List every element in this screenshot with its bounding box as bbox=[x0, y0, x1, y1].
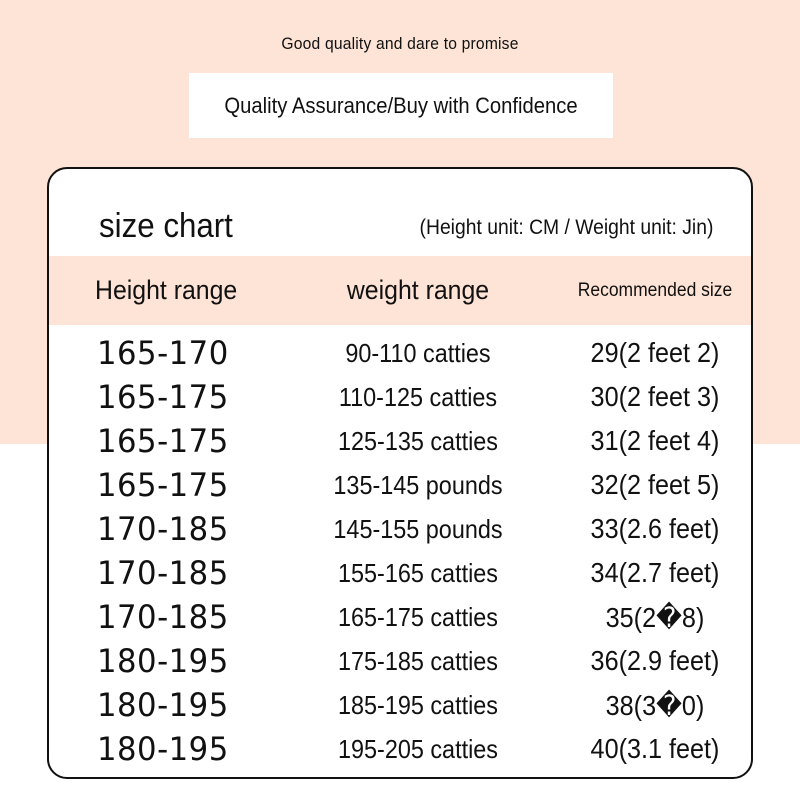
size-cell: 40(3.1 feet) bbox=[590, 733, 720, 764]
weight-cell: 110-125 catties bbox=[338, 381, 498, 412]
height-cell: 165-175 bbox=[97, 466, 229, 504]
table-row: 180-195 195-205 catties 40(3.1 feet) bbox=[49, 727, 751, 771]
tagline: Good quality and dare to promise bbox=[281, 34, 519, 53]
banner-text: Quality Assurance/Buy with Confidence bbox=[224, 92, 578, 118]
size-cell: 34(2.7 feet) bbox=[590, 557, 720, 588]
weight-cell: 195-205 catties bbox=[337, 733, 499, 764]
weight-cell: 175-185 catties bbox=[337, 645, 499, 676]
height-cell: 180-195 bbox=[97, 730, 229, 768]
weight-cell: 135-145 pounds bbox=[333, 469, 503, 500]
table-header: Height range weight range Recommended si… bbox=[49, 256, 751, 325]
weight-cell: 185-195 catties bbox=[337, 689, 499, 720]
height-cell: 165-175 bbox=[97, 422, 229, 460]
table-row: 180-195 185-195 catties 38(3�0) bbox=[49, 683, 751, 727]
size-cell: 36(2.9 feet) bbox=[590, 645, 720, 676]
size-chart-title: size chart bbox=[99, 207, 233, 245]
size-cell: 30(2 feet 3) bbox=[590, 381, 720, 412]
table-row: 165-170 90-110 catties 29(2 feet 2) bbox=[49, 331, 751, 375]
unit-note: (Height unit: CM / Weight unit: Jin) bbox=[419, 216, 713, 239]
weight-cell: 125-135 catties bbox=[337, 425, 499, 456]
column-header-size: Recommended size bbox=[577, 279, 733, 301]
size-cell: 35(2�8) bbox=[605, 601, 705, 633]
height-cell: 170-185 bbox=[97, 598, 229, 636]
table-row: 165-175 125-135 catties 31(2 feet 4) bbox=[49, 419, 751, 463]
size-cell: 31(2 feet 4) bbox=[590, 425, 720, 456]
size-cell: 32(2 feet 5) bbox=[590, 469, 720, 500]
table-row: 170-185 165-175 catties 35(2�8) bbox=[49, 595, 751, 639]
table-row: 165-175 110-125 catties 30(2 feet 3) bbox=[49, 375, 751, 419]
weight-cell: 165-175 catties bbox=[337, 601, 499, 632]
column-header-height: Height range bbox=[95, 275, 238, 305]
size-cell: 38(3�0) bbox=[605, 689, 705, 721]
quality-banner: Quality Assurance/Buy with Confidence bbox=[189, 73, 613, 138]
table-row: 170-185 145-155 pounds 33(2.6 feet) bbox=[49, 507, 751, 551]
height-cell: 180-195 bbox=[97, 686, 229, 724]
size-cell: 33(2.6 feet) bbox=[590, 513, 720, 544]
size-chart-card: size chart (Height unit: CM / Weight uni… bbox=[47, 167, 753, 779]
column-header-weight: weight range bbox=[346, 275, 490, 305]
height-cell: 180-195 bbox=[97, 642, 229, 680]
table-row: 180-195 175-185 catties 36(2.9 feet) bbox=[49, 639, 751, 683]
height-cell: 170-185 bbox=[97, 510, 229, 548]
size-cell: 29(2 feet 2) bbox=[590, 337, 720, 368]
height-cell: 170-185 bbox=[97, 554, 229, 592]
height-cell: 165-170 bbox=[97, 334, 229, 372]
weight-cell: 155-165 catties bbox=[337, 557, 499, 588]
weight-cell: 145-155 pounds bbox=[333, 513, 503, 544]
table-row: 170-185 155-165 catties 34(2.7 feet) bbox=[49, 551, 751, 595]
table-body: 165-170 90-110 catties 29(2 feet 2) 165-… bbox=[49, 331, 751, 771]
weight-cell: 90-110 catties bbox=[345, 337, 491, 368]
height-cell: 165-175 bbox=[97, 378, 229, 416]
table-row: 165-175 135-145 pounds 32(2 feet 5) bbox=[49, 463, 751, 507]
